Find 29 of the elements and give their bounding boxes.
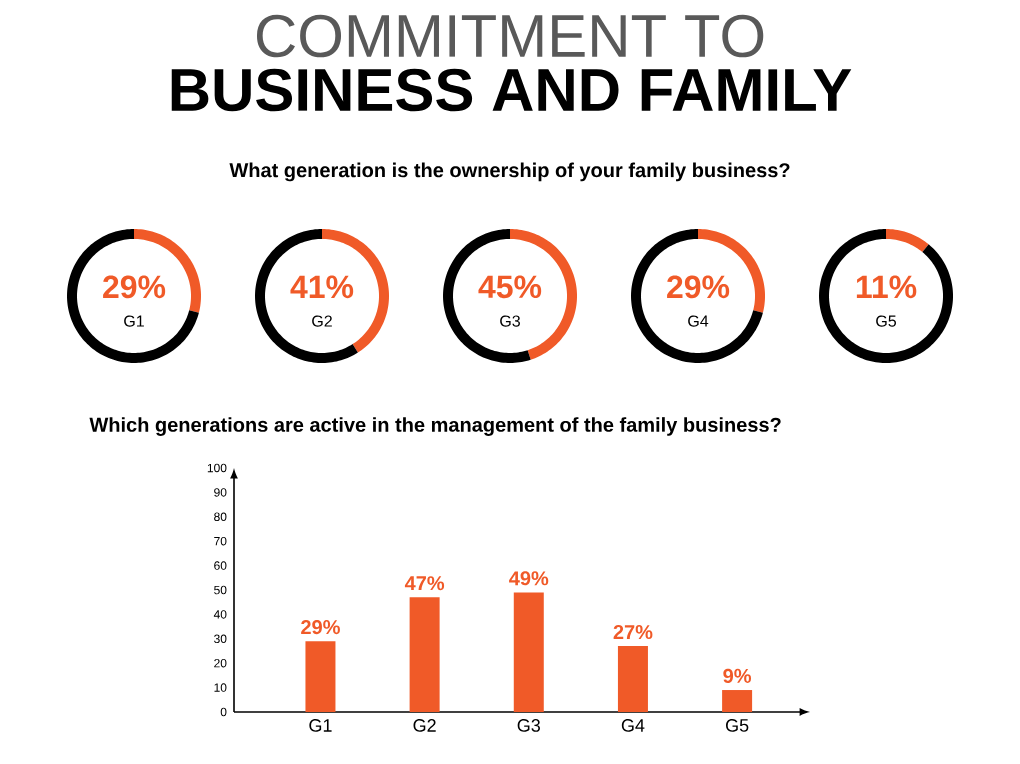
data-label: 45% <box>478 275 542 299</box>
text: G1 <box>124 315 144 327</box>
text: COMMITMENT TO <box>256 14 764 58</box>
data-label: 29% <box>301 620 340 635</box>
bar <box>513 592 544 712</box>
text: G2 <box>312 315 332 327</box>
bar <box>722 690 753 712</box>
text: G5 <box>876 315 897 327</box>
chart-title: Which generations are active in the management of the family business? <box>89 417 781 436</box>
bar <box>409 597 440 712</box>
bar <box>617 646 648 712</box>
x-tick-label: G4 <box>621 719 645 732</box>
bar <box>305 641 336 712</box>
text: G3 <box>500 315 520 327</box>
text: G4 <box>688 315 709 327</box>
data-label: 27% <box>613 624 653 640</box>
data-label: 41% <box>290 275 354 299</box>
data-label: 9% <box>723 668 752 683</box>
data-label: 29% <box>667 275 730 299</box>
data-label: 49% <box>509 571 549 586</box>
data-label: 47% <box>404 576 445 591</box>
data-label: 29% <box>103 275 166 299</box>
data-label: 11% <box>856 275 917 299</box>
x-tick-label: G5 <box>726 719 749 732</box>
x-tick-label: G2 <box>413 719 436 732</box>
x-tick-label: G1 <box>309 719 332 732</box>
x-tick-label: G3 <box>517 719 540 732</box>
text: What generation is the ownership of your family business? <box>229 162 790 182</box>
text: BUSINESS AND FAMILY <box>171 68 852 112</box>
